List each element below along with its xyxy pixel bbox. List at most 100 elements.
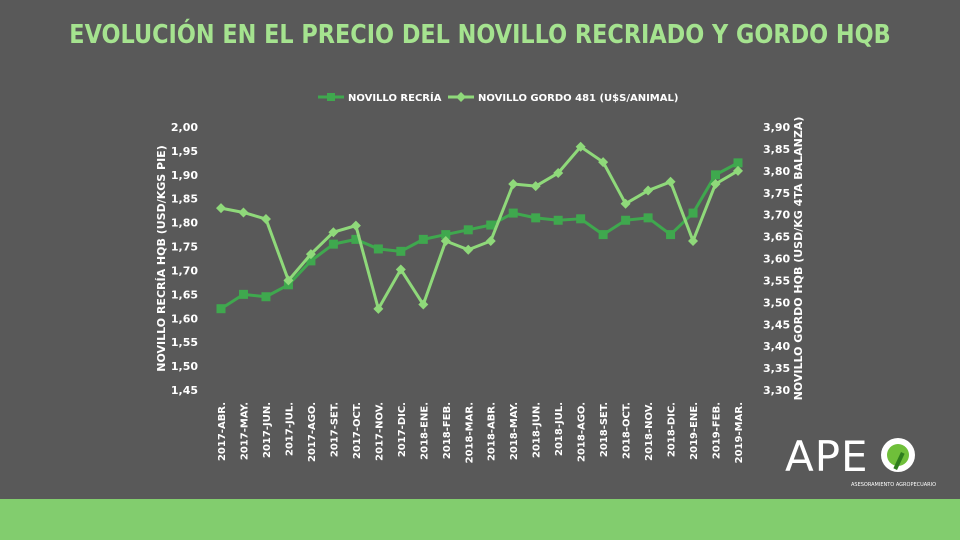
data-point-square [598, 230, 608, 240]
x-tick-label: 2019-MAR. [734, 402, 745, 463]
data-point-square [238, 289, 248, 299]
data-point-diamond [508, 178, 519, 189]
data-point-diamond [688, 235, 699, 246]
data-point-diamond [373, 303, 384, 314]
data-point-square [216, 304, 226, 314]
data-point-square [643, 213, 653, 223]
ape-logo: APE ASESORAMIENTO AGROPECUARIO [785, 432, 937, 492]
x-tick-label: 2018-MAY. [509, 402, 520, 460]
x-tick-label: 2017-DIC. [397, 402, 408, 457]
data-point-diamond [485, 235, 496, 246]
logo-subtitle: ASESORAMIENTO AGROPECUARIO [851, 482, 937, 488]
data-point-square [396, 246, 406, 256]
x-tick-label: 2017-AGO. [307, 402, 318, 462]
x-tick-label: 2018-JUN. [532, 402, 543, 458]
data-point-square [351, 234, 361, 244]
data-point-square [531, 213, 541, 223]
x-tick-label: 2019-FEB. [712, 402, 723, 459]
x-tick-label: 2017-MAY. [239, 402, 250, 460]
y2-tick-label: 3,65 [763, 231, 790, 244]
data-point-diamond [440, 235, 451, 246]
y-tick-label: 1,45 [171, 384, 198, 397]
data-point-diamond [260, 214, 271, 225]
chart-title: EVOLUCIÓN EN EL PRECIO DEL NOVILLO RECRI… [69, 20, 891, 50]
data-point-square [576, 214, 586, 224]
data-point-square [441, 230, 451, 240]
data-point-diamond [283, 275, 294, 286]
data-point-diamond [643, 185, 654, 196]
data-point-square [306, 256, 316, 266]
y2-tick-label: 3,30 [763, 384, 790, 397]
y2-tick-label: 3,80 [763, 165, 790, 178]
data-point-diamond [598, 157, 609, 168]
y-tick-label: 1,95 [171, 145, 198, 158]
x-tick-label: 2018-DIC. [667, 402, 678, 457]
y2-tick-label: 3,85 [763, 143, 790, 156]
legend-marker-square [327, 93, 335, 101]
data-point-diamond [418, 299, 429, 310]
data-point-square [508, 208, 518, 218]
y-tick-label: 1,60 [171, 312, 198, 325]
data-point-diamond [463, 244, 474, 255]
y2-tick-label: 3,50 [763, 296, 790, 309]
legend-marker-diamond [456, 92, 466, 102]
logo-text: APE [785, 432, 869, 481]
x-tick-label: 2018-SET. [599, 402, 610, 457]
y-tick-label: 1,65 [171, 288, 198, 301]
data-point-diamond [710, 178, 721, 189]
x-tick-label: 2018-AGO. [577, 402, 588, 462]
data-point-diamond [238, 207, 249, 218]
series-line-1 [220, 145, 739, 311]
y-tick-label: 1,75 [171, 241, 198, 254]
data-point-diamond [620, 198, 631, 209]
y-tick-label: 2,00 [171, 121, 198, 134]
x-tick-label: 2017-NOV. [374, 402, 385, 461]
y2-tick-label: 3,45 [763, 318, 790, 331]
x-tick-label: 2017-OCT. [352, 402, 363, 459]
data-point-diamond [530, 181, 541, 192]
data-point-square [688, 208, 698, 218]
x-tick-label: 2018-OCT. [622, 402, 633, 459]
data-point-square [328, 239, 338, 249]
data-point-square [373, 244, 383, 254]
data-point-square [463, 225, 473, 235]
data-point-diamond [665, 176, 676, 187]
data-point-diamond [350, 220, 361, 231]
y-tick-label: 1,50 [171, 360, 198, 373]
x-tick-label: 2018-ENE. [419, 402, 430, 460]
y2-tick-label: 3,35 [763, 362, 790, 375]
data-point-diamond [733, 165, 743, 176]
data-point-diamond [575, 141, 586, 152]
y-tick-label: 1,80 [171, 217, 198, 230]
data-point-square [711, 170, 721, 180]
data-point-diamond [395, 264, 406, 275]
footer-bar [0, 499, 960, 540]
y2-tick-label: 3,40 [763, 340, 790, 353]
data-point-diamond [305, 249, 316, 260]
x-tick-label: 2018-NOV. [644, 402, 655, 461]
data-point-square [418, 234, 428, 244]
data-point-diamond [216, 203, 226, 214]
y-tick-label: 1,70 [171, 264, 198, 277]
data-point-square [261, 292, 271, 302]
data-point-diamond [328, 227, 339, 238]
y2-tick-label: 3,75 [763, 187, 790, 200]
data-point-square [666, 230, 676, 240]
x-tick-label: 2018-ABR. [487, 402, 498, 461]
y2-tick-label: 3,55 [763, 274, 790, 287]
y-axis-label: NOVILLO RECRÍA HQB (USD/KGS PIE) [155, 145, 168, 371]
y2-axis-label: NOVILLO GORDO HQB (USD/KG 4TA BALANZA) [792, 117, 805, 401]
y-tick-label: 1,55 [171, 336, 198, 349]
y2-tick-label: 3,60 [763, 253, 790, 266]
x-tick-label: 2017-JUL. [284, 402, 295, 456]
legend-label: NOVILLO RECRÍA [348, 91, 442, 104]
x-tick-label: 2018-FEB. [442, 402, 453, 459]
x-tick-label: 2017-ABR. [217, 402, 228, 461]
data-point-square [621, 215, 631, 225]
x-tick-label: 2018-MAR. [464, 402, 475, 463]
data-point-diamond [553, 168, 564, 179]
y2-tick-label: 3,90 [763, 121, 790, 134]
y-tick-label: 1,90 [171, 169, 198, 182]
